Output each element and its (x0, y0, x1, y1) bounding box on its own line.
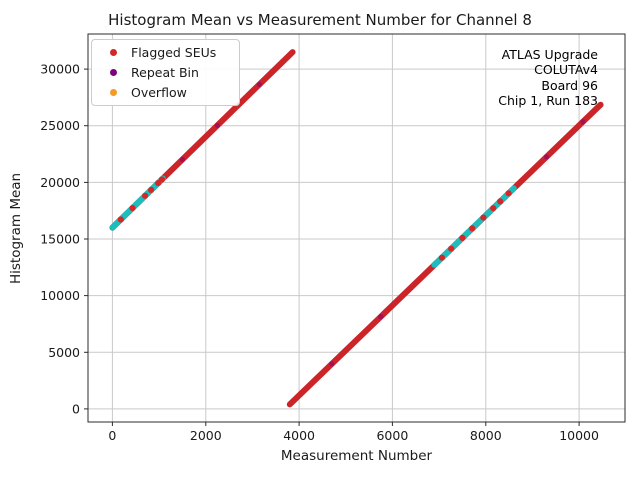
x-tick-label: 2000 (190, 428, 222, 443)
y-tick-label: 5000 (48, 345, 80, 360)
flagged-seus-marker-icon (110, 48, 117, 56)
flagged-seu-point (480, 214, 487, 221)
legend-item-overflow: Overflow (92, 83, 239, 103)
legend-label: Flagged SEUs (131, 44, 217, 60)
annotation-line: COLUTAv4 (534, 62, 598, 78)
x-tick-label: 0 (108, 428, 116, 443)
flagged-seu-point (142, 192, 149, 199)
flagged-seu-point (490, 205, 497, 212)
legend: Flagged SEUs Repeat Bin Overflow (91, 39, 240, 106)
repeat-bin-point (378, 314, 384, 320)
flagged-seu-point (117, 216, 124, 223)
overflow-marker-icon (110, 89, 117, 97)
repeat-bin-point (214, 122, 220, 128)
y-tick-label: 0 (72, 401, 80, 416)
legend-item-repeat-bin: Repeat Bin (92, 62, 239, 82)
legend-label: Repeat Bin (131, 64, 199, 80)
flagged-seu-point (459, 234, 466, 241)
y-tick-label: 25000 (40, 118, 80, 133)
annotation-line: Board 96 (541, 77, 598, 93)
y-tick-label: 20000 (40, 175, 80, 190)
x-tick-label: 6000 (376, 428, 408, 443)
x-axis-label: Measurement Number (280, 448, 433, 464)
repeat-bin-point (329, 361, 335, 367)
repeat-bin-point (543, 154, 550, 160)
y-tick-label: 15000 (40, 232, 80, 247)
y-axis-label: Histogram Mean (8, 172, 24, 284)
y-tick-label: 10000 (40, 288, 80, 303)
annotation-line: ATLAS Upgrade (501, 47, 598, 62)
flagged-seu-point (448, 245, 455, 252)
annotation-line: Chip 1, Run 183 (498, 93, 598, 109)
repeat-bin-point (179, 156, 185, 163)
legend-label: Overflow (131, 85, 187, 101)
y-tick-label: 30000 (40, 62, 80, 77)
x-tick-label: 8000 (470, 428, 502, 443)
flagged-seu-point (505, 190, 512, 197)
repeat-bin-point (580, 119, 586, 125)
repeat-bin-point (256, 81, 262, 87)
run-info-annotation: ATLAS Upgrade COLUTAv4 Board 96 Chip 1, … (388, 47, 598, 109)
flagged-seu-point (129, 205, 136, 212)
x-tick-label: 10000 (559, 428, 599, 443)
legend-item-flagged-seus: Flagged SEUs (92, 42, 239, 62)
x-tick-label: 4000 (283, 428, 315, 443)
repeat-bin-marker-icon (110, 68, 117, 76)
flagged-seu-point (148, 186, 155, 193)
flagged-seu-point (158, 176, 165, 183)
chart-title: Histogram Mean vs Measurement Number for… (108, 11, 532, 29)
axes-frame (87, 33, 626, 423)
flagged-seu-point (469, 225, 476, 232)
flagged-seu-point (438, 254, 445, 261)
flagged-seu-point (497, 198, 504, 205)
